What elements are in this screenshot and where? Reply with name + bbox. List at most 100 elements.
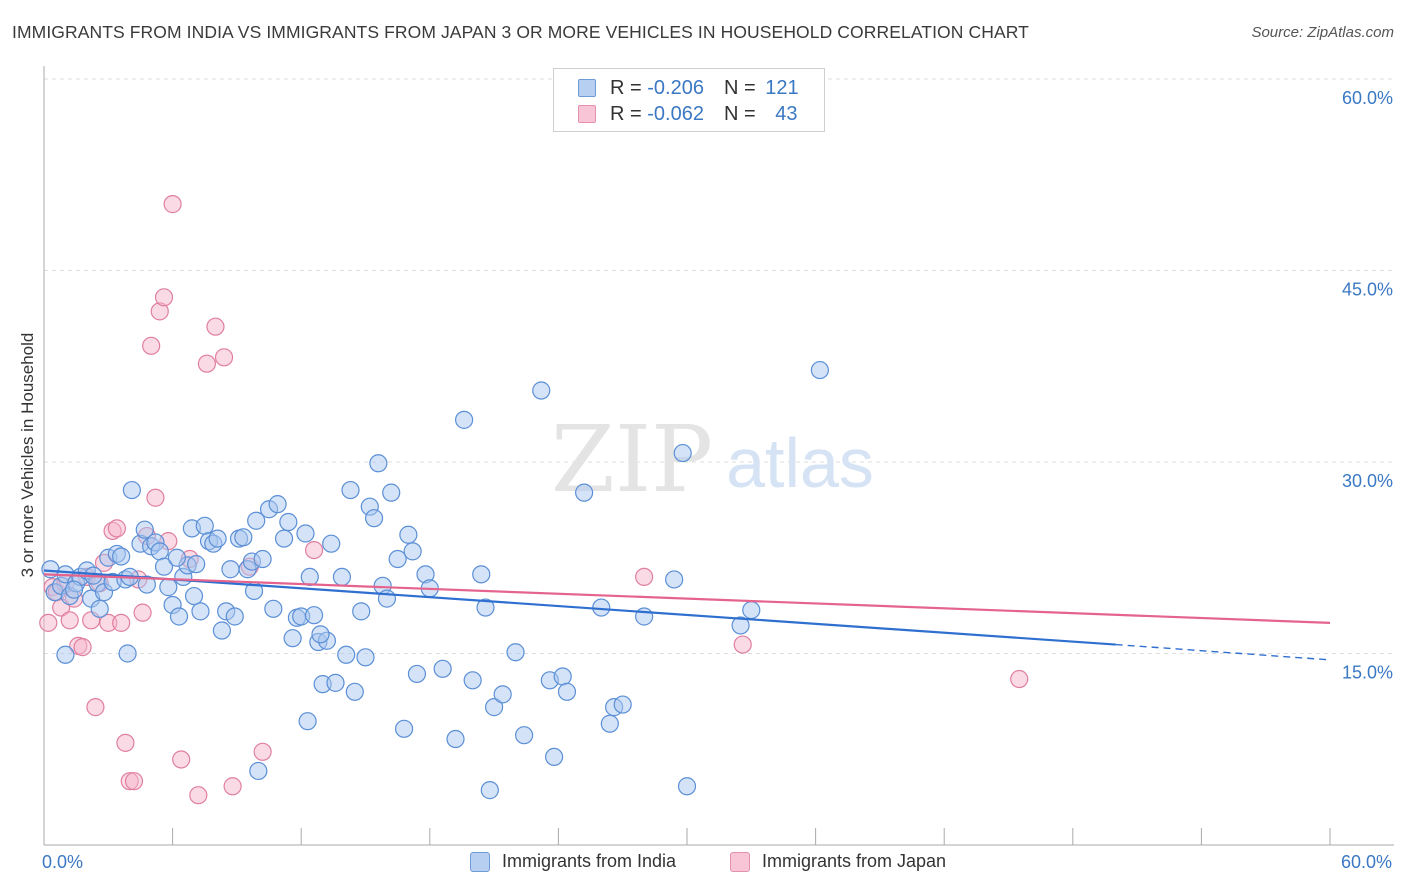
india-point (326, 673, 345, 692)
india-point (304, 606, 324, 625)
india-point (356, 648, 375, 667)
japan-point (733, 635, 752, 654)
japan-point (635, 567, 654, 587)
correlation-legend: R = -0.206 N = 121 R = -0.062 N = 43 (553, 68, 825, 132)
india-point (377, 589, 397, 608)
india-trend-extension (1115, 643, 1331, 661)
legend-row-india: R = -0.206 N = 121 (578, 76, 799, 100)
india-point (112, 547, 131, 566)
india-point (311, 625, 330, 644)
india-point (677, 777, 697, 796)
india-point (195, 516, 214, 535)
india-point (557, 682, 577, 701)
india-point (394, 719, 414, 738)
india-point (485, 698, 504, 717)
y-tick-label: 60.0% (1342, 88, 1393, 108)
y-tick-labels: 15.0% 30.0% 45.0% 60.0% (1342, 88, 1393, 683)
legend-japan-r-value: -0.062 (647, 102, 704, 125)
india-point (388, 549, 407, 569)
japan-point (112, 613, 131, 632)
india-point (731, 616, 750, 635)
india-point (212, 621, 231, 640)
india-point (274, 529, 294, 548)
india-point (56, 645, 75, 664)
india-point (810, 360, 829, 380)
india-point (407, 664, 427, 684)
japan-point (1010, 669, 1029, 689)
india-point (234, 528, 253, 547)
legend-swatch-india (578, 79, 596, 97)
india-point (300, 567, 319, 587)
india-point (118, 644, 137, 663)
india-point (154, 557, 174, 576)
india-point (600, 714, 619, 733)
japan-point (73, 638, 92, 657)
watermark: ZIP atlas (551, 406, 874, 513)
india-point (454, 410, 474, 429)
india-point (480, 781, 499, 800)
japan-point (197, 354, 216, 373)
india-point (184, 586, 204, 606)
bottom-legend-japan: Immigrants from Japan (730, 851, 946, 872)
india-point (150, 542, 169, 561)
japan-point (223, 777, 242, 796)
india-point (399, 525, 418, 544)
india-point (247, 511, 266, 530)
legend-japan-n-value: 43 (775, 102, 798, 125)
bottom-legend-swatch-india (470, 851, 490, 872)
india-point (476, 598, 495, 617)
legend-india-r-value: -0.206 (647, 76, 704, 99)
legend-japan-n-label: N = (723, 102, 762, 125)
india-point (64, 580, 84, 599)
india-point (341, 480, 360, 500)
india-point (665, 570, 684, 589)
india-point (264, 599, 283, 618)
legend-india-n-label: N = (723, 76, 762, 99)
legend-japan-r-label: R = (610, 102, 648, 125)
legend-india-r-label: R = (610, 76, 648, 99)
japan-point (124, 772, 144, 791)
india-point (296, 524, 315, 543)
india-point (225, 607, 244, 626)
india-point (515, 726, 534, 745)
japan-point (86, 698, 105, 717)
india-point (221, 560, 240, 579)
bottom-legend-india: Immigrants from India (470, 851, 676, 872)
source-label: Source: ZipAtlas.com (1251, 24, 1394, 41)
india-point (446, 729, 465, 749)
india-point (268, 495, 287, 514)
india-point (135, 520, 154, 539)
japan-point (214, 348, 234, 367)
y-tick-label: 30.0% (1342, 471, 1393, 491)
india-point (506, 643, 525, 662)
india-point (283, 629, 302, 648)
india-point (742, 600, 761, 620)
japan-trend-line (43, 573, 1331, 624)
india-point (463, 671, 482, 690)
india-point (167, 548, 186, 567)
y-tick-label: 15.0% (1342, 663, 1393, 683)
axes (43, 66, 1394, 846)
india-point (382, 483, 401, 502)
india-point (298, 712, 317, 731)
y-tick-label: 45.0% (1342, 280, 1393, 300)
x-tick-label-max: 60.0% (1340, 852, 1392, 872)
india-point (332, 567, 352, 587)
india-point (90, 599, 109, 618)
japan-point (60, 611, 79, 630)
bottom-legend-label-india: Immigrants from India (502, 851, 677, 871)
japan-point (163, 195, 182, 214)
japan-point (142, 336, 161, 355)
india-point (191, 602, 210, 621)
japan-point (133, 603, 152, 622)
japan-point (107, 519, 126, 538)
japan-point (116, 733, 135, 752)
japan-points (39, 195, 1029, 805)
india-point (137, 575, 156, 594)
india-trend-line (43, 569, 1116, 646)
bottom-legend-label-japan: Immigrants from Japan (762, 851, 947, 871)
india-point (169, 607, 189, 626)
india-point (122, 480, 141, 500)
india-point (208, 529, 227, 548)
